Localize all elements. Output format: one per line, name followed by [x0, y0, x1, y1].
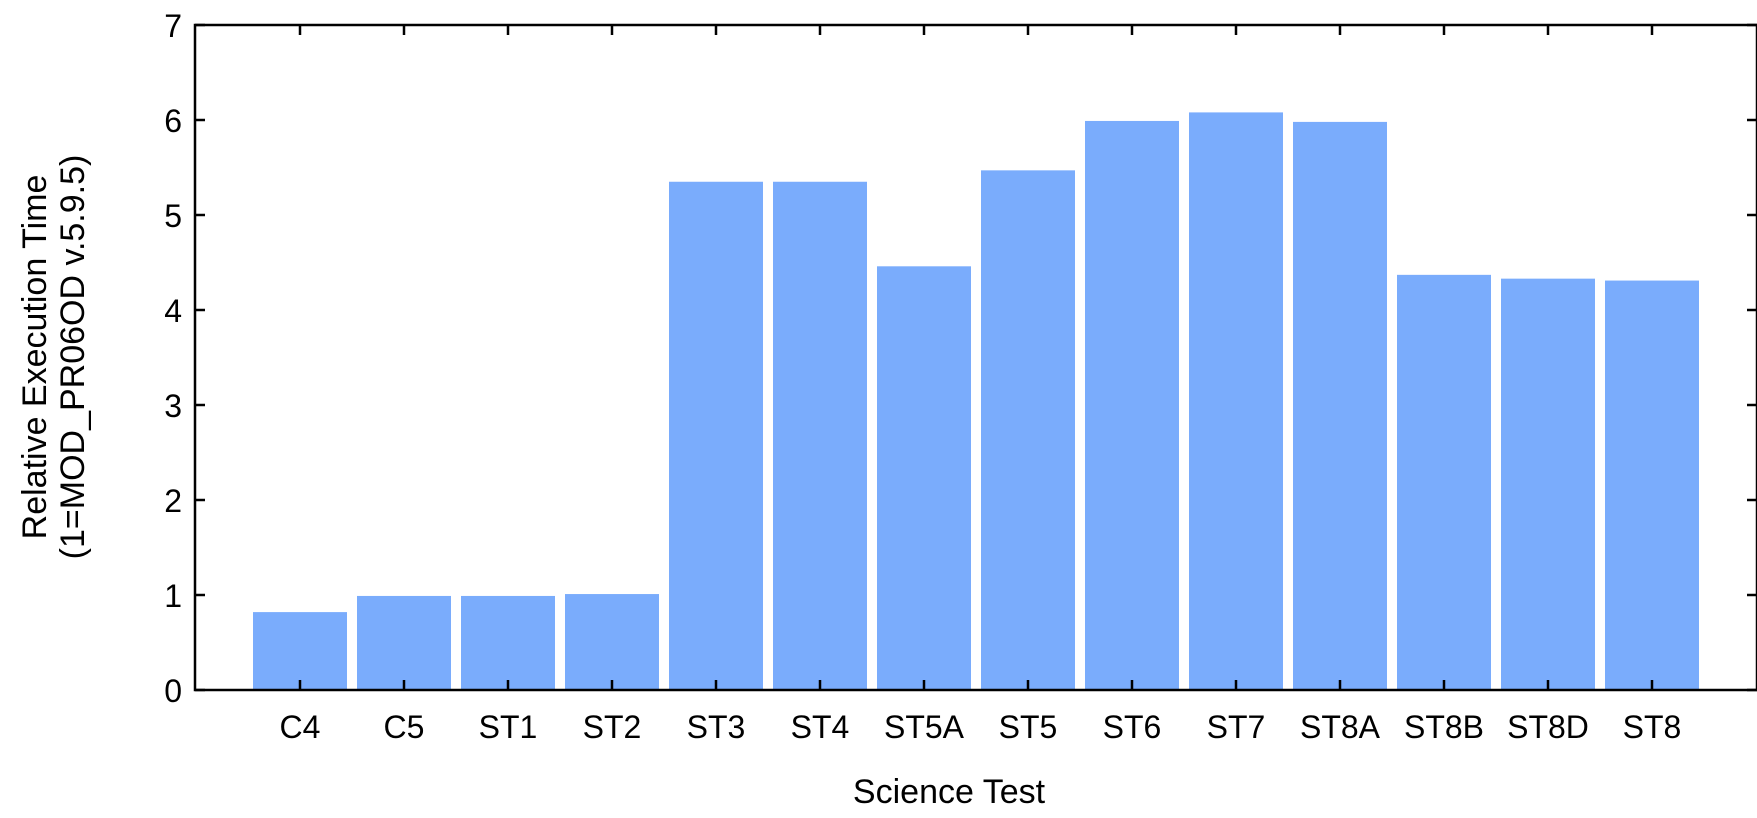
bars-layer: [253, 112, 1699, 691]
y-tick-label: 1: [164, 578, 182, 614]
y-tick-label: 3: [164, 388, 182, 424]
bar-c5: [357, 595, 451, 690]
bar-st4: [773, 181, 867, 690]
bar-st1: [461, 595, 555, 690]
y-tick-label: 0: [164, 673, 182, 709]
bar-st8a: [1293, 121, 1387, 690]
y-tick-label: 7: [164, 8, 182, 44]
bar-st8b: [1397, 274, 1491, 690]
y-tick-label: 2: [164, 483, 182, 519]
y-tick-label: 5: [164, 198, 182, 234]
y-tick-label: 4: [164, 293, 182, 329]
x-tick-label: ST1: [479, 709, 538, 745]
bar-st6: [1085, 120, 1179, 690]
x-tick-label: ST8D: [1507, 709, 1589, 745]
x-tick-label: C5: [384, 709, 425, 745]
bar-st8: [1605, 280, 1699, 690]
labels-layer: C4 C5 ST1 ST2 ST3 ST4 ST5A ST5 ST6 ST7 ST8A ST8B ST8…: [164, 8, 1681, 745]
bar-st5a: [877, 266, 971, 690]
x-tick-label: ST5: [999, 709, 1058, 745]
x-tick-label: ST5A: [884, 709, 965, 745]
bar-st2: [565, 594, 659, 690]
x-tick-label: ST3: [687, 709, 746, 745]
x-tick-label: ST8A: [1300, 709, 1381, 745]
plot-frame: [193, 23, 1757, 692]
bar-st3: [669, 181, 763, 690]
x-tick-label: ST2: [583, 709, 642, 745]
x-tick-label: ST6: [1103, 709, 1162, 745]
ticks-layer: [195, 23, 1757, 692]
x-tick-label: ST8B: [1404, 709, 1484, 745]
bar-st8d: [1501, 278, 1595, 690]
x-axis-title: Science Test: [853, 773, 1046, 811]
x-tick-label: ST7: [1207, 709, 1266, 745]
y-axis-title: Relative Execution Time (1=MOD_PR06OD v.…: [16, 155, 92, 560]
y-axis-title-line-1: Relative Execution Time: [16, 175, 54, 540]
bar-st7: [1189, 112, 1283, 690]
x-tick-label: ST8: [1623, 709, 1682, 745]
y-tick-label: 6: [164, 103, 182, 139]
bar-c4: [253, 612, 347, 690]
x-tick-label: C4: [280, 709, 321, 745]
bar-st5: [981, 170, 1075, 691]
x-tick-label: ST4: [791, 709, 850, 745]
y-axis-title-line-2: (1=MOD_PR06OD v.5.9.5): [54, 155, 92, 560]
